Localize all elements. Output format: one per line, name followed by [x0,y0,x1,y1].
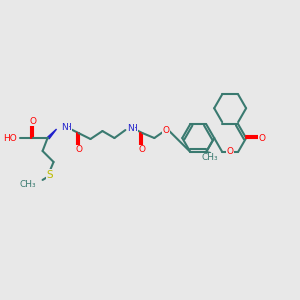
Text: HO: HO [3,134,16,142]
Text: H: H [130,124,137,133]
Text: O: O [259,134,266,142]
Text: S: S [46,170,53,180]
Text: CH₃: CH₃ [20,180,37,189]
Text: N: N [61,123,68,132]
Text: O: O [139,146,146,154]
Text: CH₃: CH₃ [202,153,218,162]
Text: H: H [64,123,71,132]
Text: N: N [128,124,134,133]
Text: O: O [163,125,170,134]
Text: O: O [227,147,234,156]
Polygon shape [48,129,57,139]
Text: O: O [75,146,82,154]
Text: O: O [29,117,36,126]
